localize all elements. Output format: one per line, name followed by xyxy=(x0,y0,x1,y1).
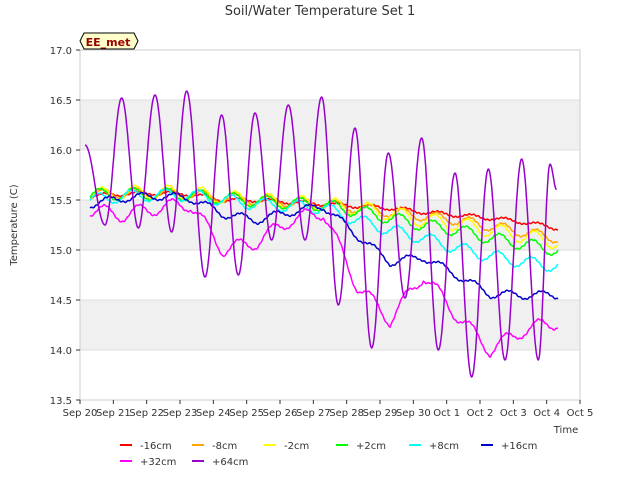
legend-label: +2cm xyxy=(356,441,386,452)
background-bands xyxy=(80,50,580,400)
legend-label: +8cm xyxy=(429,441,459,452)
x-tick-label: Oct 4 xyxy=(533,408,560,419)
y-tick-label: 16.0 xyxy=(50,146,72,157)
band xyxy=(80,100,580,150)
x-tick-label: Sep 23 xyxy=(163,408,198,419)
legend-label: -16cm xyxy=(140,441,172,452)
y-tick-label: 16.5 xyxy=(50,96,72,107)
x-tick-label: Sep 24 xyxy=(196,408,231,419)
x-tick-label: Sep 29 xyxy=(363,408,398,419)
x-tick-label: Sep 22 xyxy=(129,408,164,419)
ee-met-badge: EE_met xyxy=(79,32,139,50)
x-tick-label: Sep 21 xyxy=(96,408,131,419)
y-tick-label: 15.5 xyxy=(50,196,72,207)
legend-label: -2cm xyxy=(284,441,309,452)
legend-item: -16cm xyxy=(120,441,172,452)
x-tick-label: Sep 25 xyxy=(229,408,264,419)
legend-item: -2cm xyxy=(264,441,309,452)
x-tick-label: Oct 3 xyxy=(500,408,527,419)
series-line--64cm xyxy=(84,90,557,378)
x-tick-label: Oct 2 xyxy=(467,408,494,419)
legend-label: -8cm xyxy=(212,441,237,452)
legend-item: +16cm xyxy=(481,441,537,452)
legend-item: +2cm xyxy=(336,441,386,452)
legend-item: -8cm xyxy=(192,441,237,452)
legend: -16cm -8cm -2cm +2cm +8cm +16cm +32cm +64cm xyxy=(120,441,537,468)
y-tick-label: 15.0 xyxy=(50,246,72,257)
x-tick-label: Sep 28 xyxy=(329,408,364,419)
x-tick-label: Oct 5 xyxy=(567,408,594,419)
legend-item: +8cm xyxy=(409,441,459,452)
legend-item: +32cm xyxy=(120,457,176,468)
y-axis-ticks: 13.5 14.0 14.5 15.0 15.5 16.0 16.5 17.0 xyxy=(50,46,80,407)
x-tick-label: Sep 30 xyxy=(396,408,431,419)
legend-item: +64cm xyxy=(192,457,248,468)
series-line--32cm xyxy=(89,197,559,359)
legend-label: +32cm xyxy=(140,457,176,468)
y-axis-label: Temperature (C) xyxy=(9,184,20,266)
x-tick-label: Sep 27 xyxy=(296,408,331,419)
y-tick-label: 14.5 xyxy=(50,296,72,307)
badge-label: EE_met xyxy=(86,36,131,49)
x-tick-label: Sep 20 xyxy=(63,408,98,419)
x-tick-label: Oct 1 xyxy=(433,408,460,419)
y-tick-label: 17.0 xyxy=(50,46,72,57)
legend-label: +64cm xyxy=(212,457,248,468)
y-tick-label: 14.0 xyxy=(50,346,72,357)
series-lines xyxy=(84,90,559,378)
x-tick-label: Sep 26 xyxy=(263,408,298,419)
y-tick-label: 13.5 xyxy=(50,396,72,407)
x-axis-label: Time xyxy=(553,425,578,436)
legend-label: +16cm xyxy=(501,441,537,452)
chart-title: Soil/Water Temperature Set 1 xyxy=(225,4,416,19)
plot-area-border xyxy=(79,49,581,401)
band xyxy=(80,300,580,350)
